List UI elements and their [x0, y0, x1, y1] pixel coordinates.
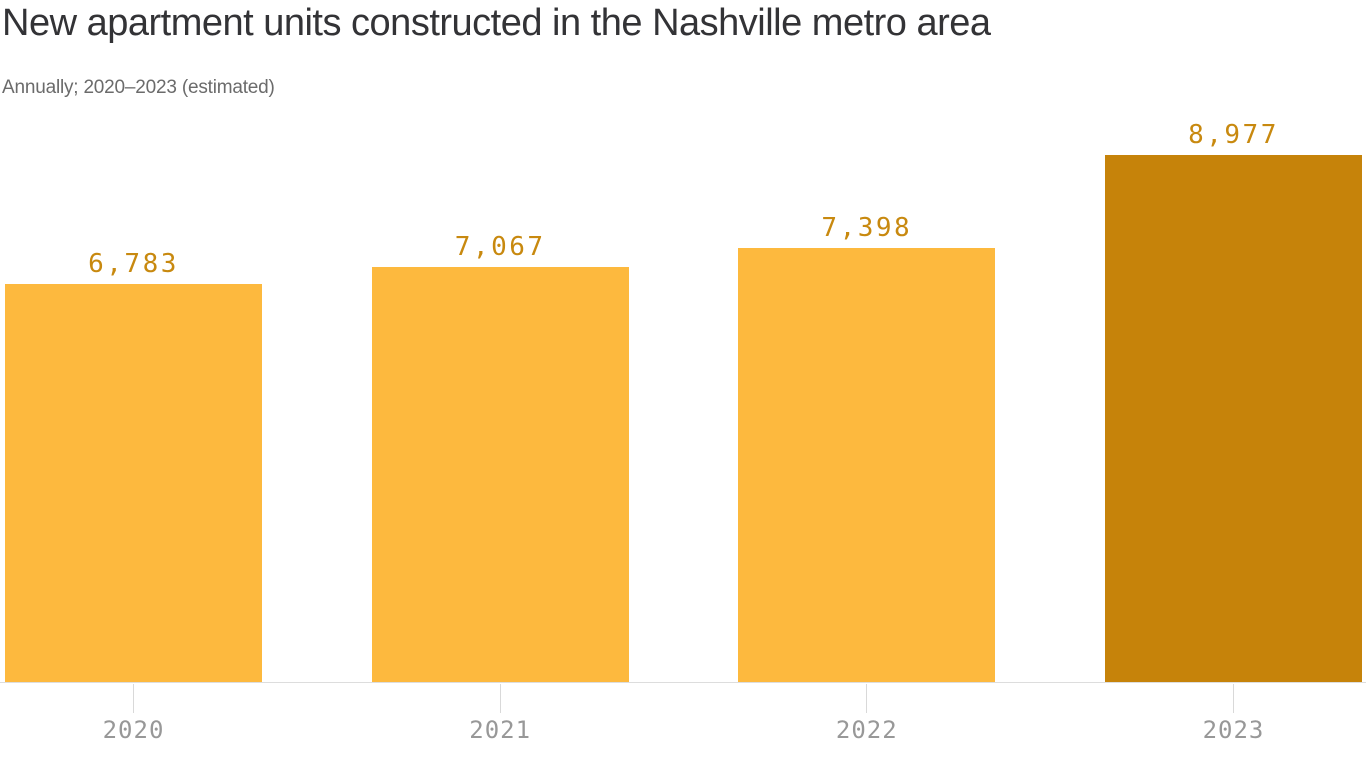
bar-column-2020: 6,783 [5, 251, 262, 682]
x-axis-slot-2021: 2021 [372, 684, 629, 742]
chart-subtitle: Annually; 2020–2023 (estimated) [2, 77, 275, 98]
chart-title: New apartment units constructed in the N… [2, 2, 991, 44]
plot-area: 6,783 7,067 7,398 8,977 [0, 122, 1366, 683]
axis-tick [866, 684, 868, 713]
bar-value-label: 6,783 [88, 249, 179, 279]
bar-column-2022: 7,398 [738, 213, 996, 682]
bar-value-label: 8,977 [1188, 120, 1279, 150]
bar-2022 [738, 248, 996, 682]
x-axis-slot-2020: 2020 [5, 684, 262, 742]
x-axis-slot-2023: 2023 [1105, 684, 1362, 742]
bar-value-label: 7,398 [821, 213, 913, 243]
axis-tick [1232, 684, 1234, 713]
x-axis-label: 2023 [1202, 716, 1265, 744]
bar-value-label: 7,067 [454, 232, 546, 262]
axis-tick [499, 684, 501, 713]
x-axis-label: 2022 [835, 716, 898, 744]
bar-2023 [1104, 155, 1362, 682]
x-axis: 2020 2021 2022 2023 [0, 684, 1366, 742]
bar-2021 [371, 267, 629, 682]
axis-tick [133, 684, 134, 713]
bar-column-2023: 8,977 [1104, 120, 1362, 682]
x-axis-label: 2020 [102, 716, 165, 744]
bar-column-2021: 7,067 [371, 232, 629, 682]
x-axis-slot-2022: 2022 [738, 684, 995, 742]
x-axis-label: 2021 [469, 716, 532, 744]
bar-2020 [5, 284, 262, 682]
